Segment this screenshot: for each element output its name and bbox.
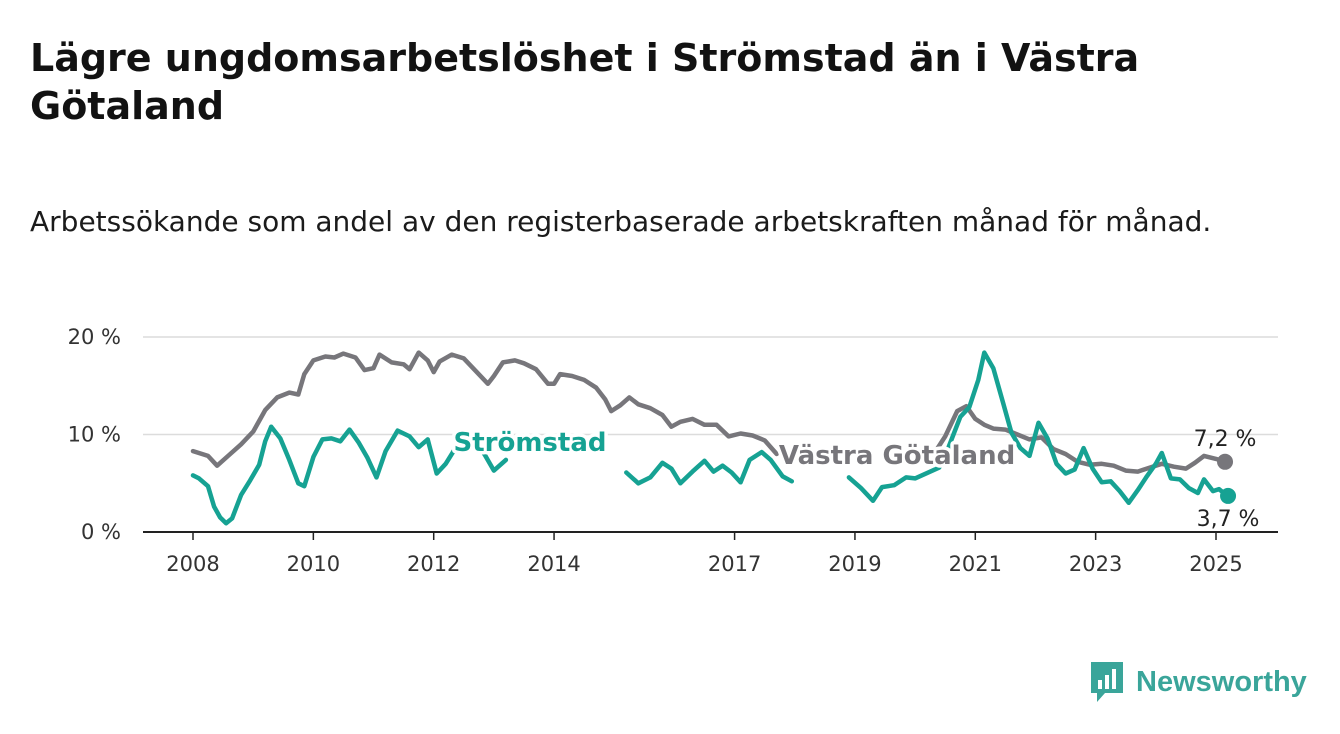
series-line-v-stra-g-taland xyxy=(190,350,779,468)
x-tick-label: 2019 xyxy=(828,552,881,576)
series-line-str-mstad xyxy=(846,350,1231,506)
x-tick-label: 2012 xyxy=(407,552,460,576)
series-line-str-mstad xyxy=(624,449,795,486)
end-point-v-stra-g-taland xyxy=(1217,453,1234,470)
x-tick-label: 2017 xyxy=(708,552,761,576)
y-tick-label: 0 % xyxy=(81,520,121,544)
series-line-str-mstad xyxy=(190,424,509,526)
newsworthy-brand: Newsworthy xyxy=(1088,660,1307,704)
x-tick-label: 2010 xyxy=(287,552,340,576)
chart-subtitle: Arbetssökande som andel av den registerb… xyxy=(30,205,1212,238)
x-tick-label: 2021 xyxy=(949,552,1002,576)
series-labels: 7,2 % 3,7 % Strömstad Västra Götaland xyxy=(450,425,1260,532)
newsworthy-logo-icon xyxy=(1091,662,1123,702)
series-name-label: Strömstad xyxy=(453,428,606,458)
end-value-label: 3,7 % xyxy=(1197,507,1260,532)
end-value-label: 7,2 % xyxy=(1194,427,1257,452)
x-axis: 2008 2010 2012 2014 2017 2019 2021 2023 2025 xyxy=(143,531,1278,576)
end-point-str-mstad xyxy=(1220,487,1237,504)
x-tick-label: 2023 xyxy=(1069,552,1122,576)
chart-title: Lägre ungdomsarbetslöshet i Strömstad än… xyxy=(30,36,1140,128)
y-axis-tick-labels: 0 % 10 % 20 % xyxy=(68,325,121,544)
y-tick-label: 20 % xyxy=(68,325,121,349)
x-tick-label: 2008 xyxy=(166,552,219,576)
x-tick-label: 2025 xyxy=(1189,552,1242,576)
x-tick-label: 2014 xyxy=(527,552,580,576)
grid-lines xyxy=(143,336,1278,436)
series-lines xyxy=(190,350,1237,526)
series-name-label: Västra Götaland xyxy=(779,441,1015,471)
y-tick-label: 10 % xyxy=(68,423,121,447)
brand-name: Newsworthy xyxy=(1136,665,1307,698)
